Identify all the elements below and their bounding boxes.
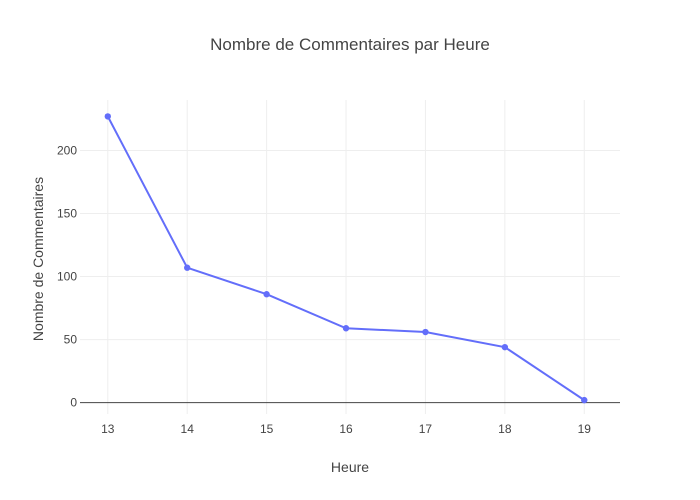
y-tick-label: 200: [57, 143, 77, 157]
x-axis-title: Heure: [331, 459, 369, 475]
x-tick-label: 13: [101, 422, 115, 436]
data-point[interactable]: [581, 396, 588, 404]
y-tick-label: 100: [57, 270, 77, 284]
x-tick-label: 16: [339, 422, 353, 436]
data-point[interactable]: [342, 325, 350, 332]
x-tick-label: 14: [181, 422, 195, 436]
x-tick-label: 19: [578, 422, 592, 436]
series-group: [104, 113, 588, 404]
y-tick-label: 50: [64, 333, 78, 347]
x-tick-label: 15: [260, 422, 274, 436]
y-tick-label: 0: [70, 396, 77, 410]
data-point[interactable]: [104, 113, 111, 120]
x-axis-ticks: 13 14 15 16 17 18 19: [101, 422, 591, 436]
chart-title: Nombre de Commentaires par Heure: [210, 35, 490, 54]
x-gridlines: [107, 100, 585, 414]
data-point[interactable]: [501, 343, 509, 351]
data-point[interactable]: [184, 264, 191, 271]
y-gridlines: [80, 149, 620, 341]
y-axis-title: Nombre de Commentaires: [30, 177, 46, 341]
data-point[interactable]: [422, 328, 429, 336]
y-axis-ticks: 0 50 100 150 200: [57, 143, 77, 409]
data-point[interactable]: [263, 291, 270, 298]
x-tick-label: 17: [419, 422, 433, 436]
y-tick-label: 150: [57, 206, 77, 220]
x-tick-label: 18: [498, 422, 512, 436]
